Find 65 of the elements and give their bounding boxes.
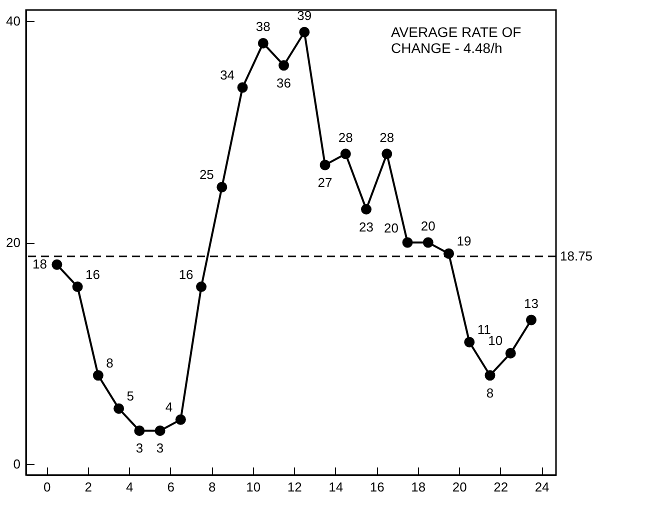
point	[340, 148, 351, 160]
point	[526, 314, 536, 326]
data-label: 4	[165, 400, 173, 415]
data-label: 3	[156, 440, 164, 456]
point	[422, 237, 434, 248]
point	[278, 60, 290, 71]
point	[92, 370, 104, 381]
x-tick-label: 22	[494, 480, 508, 494]
point	[52, 259, 62, 270]
x-tick-label: 18	[411, 480, 426, 494]
x-tick-label: 0	[44, 480, 51, 494]
data-label: 8	[486, 385, 494, 400]
point	[464, 336, 475, 348]
data-label: 11	[477, 322, 491, 338]
data-label: 13	[524, 296, 538, 311]
point	[72, 282, 83, 292]
data-label: 20	[420, 218, 436, 234]
data-label: 5	[126, 388, 134, 404]
x-tick-label: 14	[328, 480, 344, 494]
point	[382, 148, 392, 160]
data-label: 28	[380, 130, 394, 145]
data-label: 25	[199, 167, 214, 182]
x-tick-label: 4	[126, 480, 134, 494]
point	[237, 82, 248, 93]
x-tick-label: 6	[167, 480, 174, 494]
point	[175, 414, 186, 425]
x-tick-label: 12	[287, 480, 302, 494]
annotation: AVERAGE RATE OF CHANGE - 4.48/h	[391, 24, 522, 56]
data-label: 8	[106, 355, 114, 370]
y-tick-label: 40	[6, 14, 20, 29]
point	[196, 282, 207, 292]
point	[134, 425, 145, 436]
point	[114, 403, 124, 414]
point	[154, 425, 166, 436]
data-label: 23	[359, 219, 374, 234]
data-label: 18	[32, 256, 47, 272]
point	[484, 370, 496, 381]
x-tick-label: 2	[84, 480, 92, 494]
data-label: 16	[86, 266, 100, 282]
x-tick-label: 24	[534, 480, 550, 494]
data-label: 34	[220, 68, 235, 82]
x-tick-label: 8	[208, 480, 216, 494]
point	[216, 182, 228, 192]
x-tick-label: 16	[370, 480, 384, 494]
data-label: 3	[136, 440, 144, 456]
point	[320, 160, 330, 170]
y-tick-label: 0	[13, 456, 20, 472]
x-tick-label: 10	[246, 480, 261, 494]
point	[299, 26, 310, 38]
data-label: 36	[276, 75, 292, 90]
ref-line-label: 18.75	[560, 248, 593, 264]
point	[402, 237, 413, 248]
data-label: 38	[256, 19, 270, 34]
y-tick-label: 20	[6, 235, 20, 250]
data-label: 16	[178, 266, 194, 282]
data-label: 19	[456, 234, 472, 249]
point	[361, 204, 372, 215]
data-label: 20	[384, 220, 399, 236]
data-label: 10	[488, 333, 503, 348]
data-label: 39	[297, 8, 312, 24]
point	[258, 38, 268, 48]
data-label: 28	[338, 130, 353, 145]
data-label: 27	[318, 175, 332, 190]
point	[505, 348, 516, 358]
x-tick-label: 20	[452, 480, 467, 494]
